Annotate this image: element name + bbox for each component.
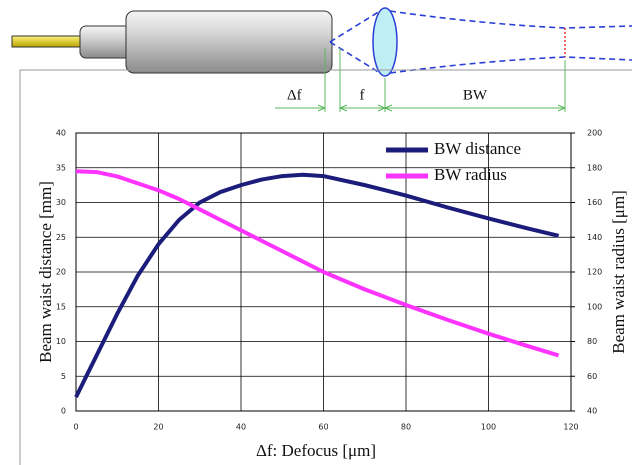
x-tick-label: 100 — [481, 423, 496, 432]
y2-tick-label: 40 — [587, 407, 597, 416]
y2-tick-label: 140 — [587, 233, 602, 242]
x-tick-label: 60 — [318, 423, 328, 432]
y-axis-label: Beam waist distance [mm] — [36, 181, 55, 363]
y2-tick-label: 120 — [587, 268, 602, 277]
y2-tick-label: 100 — [587, 302, 602, 311]
series-line — [74, 172, 560, 398]
y-tick-label: 25 — [56, 233, 66, 242]
y-tick-label: 35 — [56, 163, 66, 172]
y2-tick-label: 60 — [587, 372, 597, 381]
y-tick-label: 40 — [56, 129, 66, 138]
y2-tick-label: 80 — [587, 337, 597, 346]
y2-tick-label: 180 — [587, 163, 602, 172]
annotation: BW — [463, 87, 488, 103]
legend-label: BW distance — [434, 139, 521, 158]
y-tick-label: 10 — [56, 337, 66, 346]
annotation: Δf — [287, 87, 302, 103]
y2-tick-label: 200 — [587, 129, 602, 138]
x-tick-label: 0 — [73, 423, 78, 432]
figure-frame — [19, 69, 632, 465]
x-tick-label: 20 — [153, 423, 163, 432]
annotation: f — [360, 87, 365, 103]
optics-diagram: Δf f BW — [11, 7, 632, 112]
y2-axis-label: Beam waist radius [μm] — [609, 190, 628, 354]
y2-tick-label: 160 — [587, 198, 602, 207]
series-line — [75, 169, 560, 358]
x-axis-label: Δf: Defocus [μm] — [256, 441, 376, 460]
y-tick-label: 15 — [56, 302, 66, 311]
y-tick-label: 30 — [56, 198, 66, 207]
y-tick-label: 5 — [61, 372, 66, 381]
legend-label: BW radius — [434, 165, 507, 184]
x-tick-label: 40 — [236, 423, 246, 432]
y-tick-label: 0 — [61, 407, 66, 416]
x-tick-label: 80 — [401, 423, 411, 432]
y-tick-label: 20 — [56, 268, 66, 277]
x-tick-label: 120 — [563, 423, 578, 432]
